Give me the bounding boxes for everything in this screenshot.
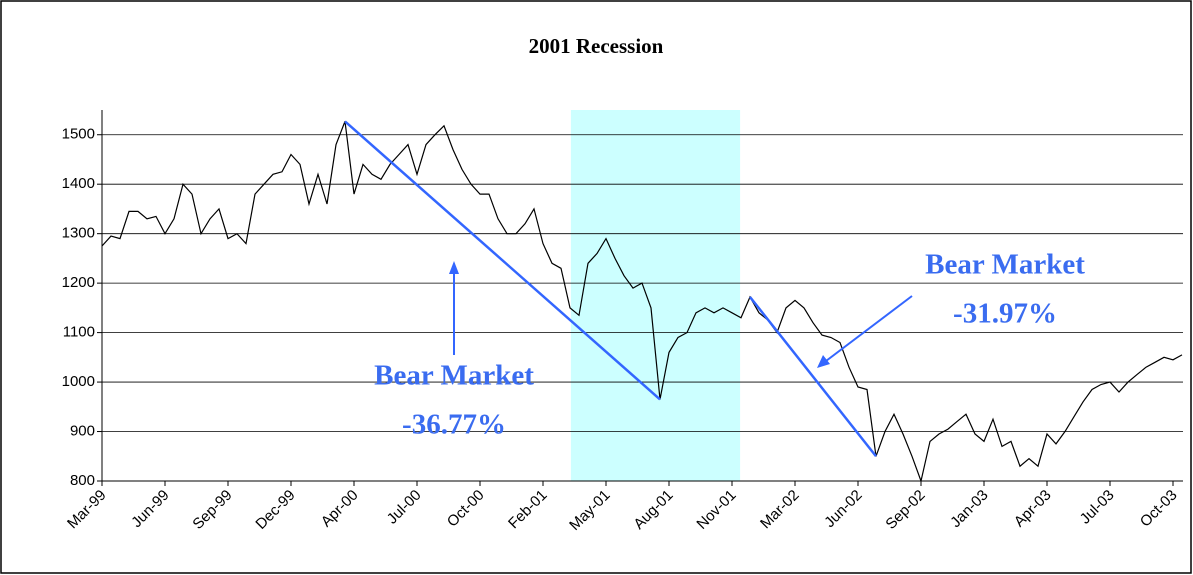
trend-line bbox=[749, 296, 877, 458]
y-tick-label: 900 bbox=[70, 423, 95, 440]
y-tick-label: 1300 bbox=[62, 225, 95, 242]
data-line bbox=[101, 121, 1183, 484]
recession-shade bbox=[570, 110, 741, 481]
arrow-head bbox=[817, 355, 830, 368]
annotation-text: Bear Market bbox=[374, 360, 534, 392]
chart-title: 2001 Recession bbox=[529, 34, 664, 58]
y-tick-label: 1200 bbox=[62, 274, 95, 291]
trend-line bbox=[344, 120, 661, 401]
annotation-text: Bear Market bbox=[925, 249, 1085, 281]
arrow-shaft bbox=[825, 295, 913, 362]
annotation-text: -31.97% bbox=[953, 298, 1057, 330]
annotation-text: -36.77% bbox=[402, 409, 506, 441]
y-tick-label: 1400 bbox=[62, 175, 95, 192]
y-tick-label: 1500 bbox=[62, 126, 95, 143]
y-tick-label: 1000 bbox=[62, 373, 95, 390]
arrow bbox=[817, 295, 913, 368]
y-tick-label: 800 bbox=[70, 472, 95, 489]
y-tick-label: 1100 bbox=[63, 324, 95, 341]
arrow bbox=[449, 261, 459, 355]
arrow-head bbox=[449, 261, 459, 274]
